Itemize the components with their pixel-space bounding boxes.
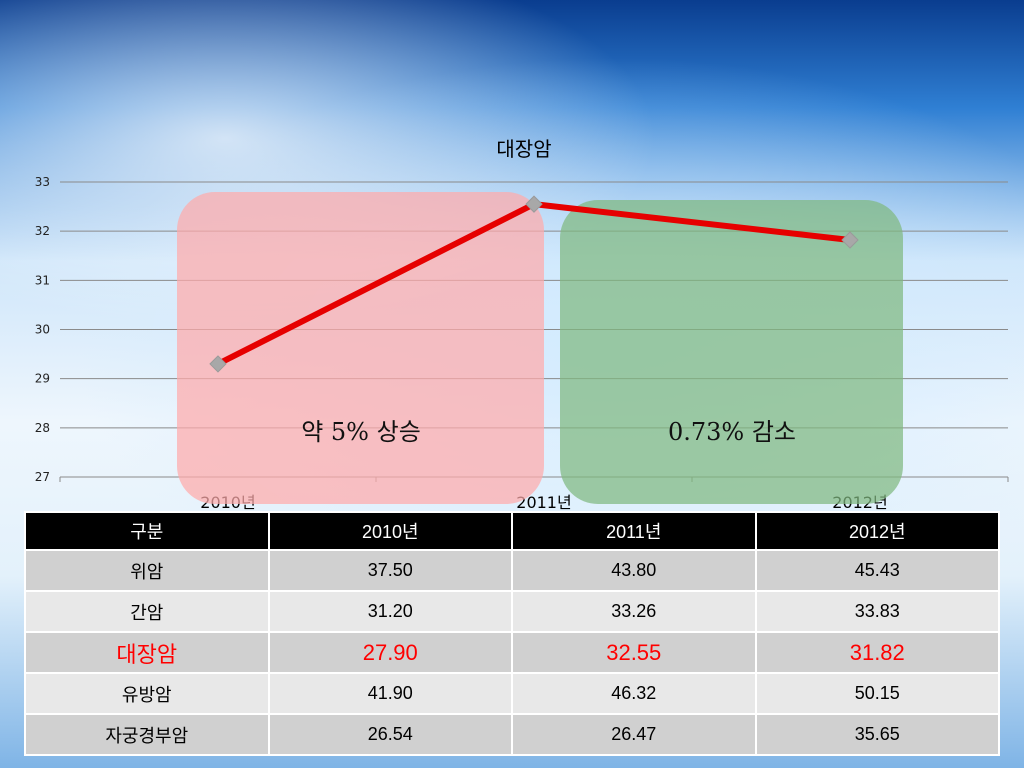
cell-value: 26.54 xyxy=(267,713,513,756)
cell-value: 43.80 xyxy=(511,549,757,592)
cell-value: 31.20 xyxy=(267,590,513,633)
y-tick-label: 32 xyxy=(35,224,50,238)
table-row-highlighted: 대장암 27.90 32.55 31.82 xyxy=(24,631,1000,674)
table-row: 유방암 41.90 46.32 50.15 xyxy=(24,672,1000,715)
cell-value: 26.47 xyxy=(511,713,757,756)
y-axis: 27 28 29 30 31 32 33 xyxy=(35,175,50,484)
cell-value: 32.55 xyxy=(511,631,757,674)
data-point xyxy=(209,355,227,373)
series-daejangam xyxy=(209,195,859,373)
cell-value: 35.65 xyxy=(754,713,1000,756)
y-tick-label: 33 xyxy=(35,175,50,189)
data-point xyxy=(525,195,543,213)
cell-value: 33.83 xyxy=(754,590,1000,633)
cell-value: 31.82 xyxy=(754,631,1000,674)
row-label: 위암 xyxy=(24,549,270,592)
decrease-annotation-box xyxy=(560,200,903,504)
chart-title: 대장암 xyxy=(496,137,551,161)
cell-value: 27.90 xyxy=(267,631,513,674)
y-tick-label: 31 xyxy=(35,273,50,287)
x-tick-label: 2011년 xyxy=(516,493,571,512)
y-tick-label: 30 xyxy=(35,323,50,337)
data-point xyxy=(841,231,859,249)
y-tick-label: 28 xyxy=(35,421,50,435)
increase-annotation-box xyxy=(177,192,544,504)
table-row: 위암 37.50 43.80 45.43 xyxy=(24,549,1000,592)
cell-value: 41.90 xyxy=(267,672,513,715)
row-label: 자궁경부암 xyxy=(24,713,270,756)
table-header-row: 구분 2010년 2011년 2012년 xyxy=(24,511,1000,551)
increase-annotation-text: 약 5% 상승 xyxy=(301,418,421,446)
cell-value: 37.50 xyxy=(267,549,513,592)
header-category: 구분 xyxy=(24,511,270,551)
row-label: 유방암 xyxy=(24,672,270,715)
y-tick-label: 27 xyxy=(35,470,50,484)
cell-value: 50.15 xyxy=(754,672,1000,715)
header-2011: 2011년 xyxy=(511,511,757,551)
header-2012: 2012년 xyxy=(754,511,1000,551)
cell-value: 33.26 xyxy=(511,590,757,633)
decrease-annotation-text: 0.73% 감소 xyxy=(668,418,796,446)
y-tick-label: 29 xyxy=(35,372,50,386)
row-label: 간암 xyxy=(24,590,270,633)
table-row: 간암 31.20 33.26 33.83 xyxy=(24,590,1000,633)
table-row: 자궁경부암 26.54 26.47 35.65 xyxy=(24,713,1000,756)
cell-value: 46.32 xyxy=(511,672,757,715)
cell-value: 45.43 xyxy=(754,549,1000,592)
header-2010: 2010년 xyxy=(267,511,513,551)
row-label: 대장암 xyxy=(24,631,270,674)
data-table: 구분 2010년 2011년 2012년 위암 37.50 43.80 45.4… xyxy=(24,511,1000,756)
